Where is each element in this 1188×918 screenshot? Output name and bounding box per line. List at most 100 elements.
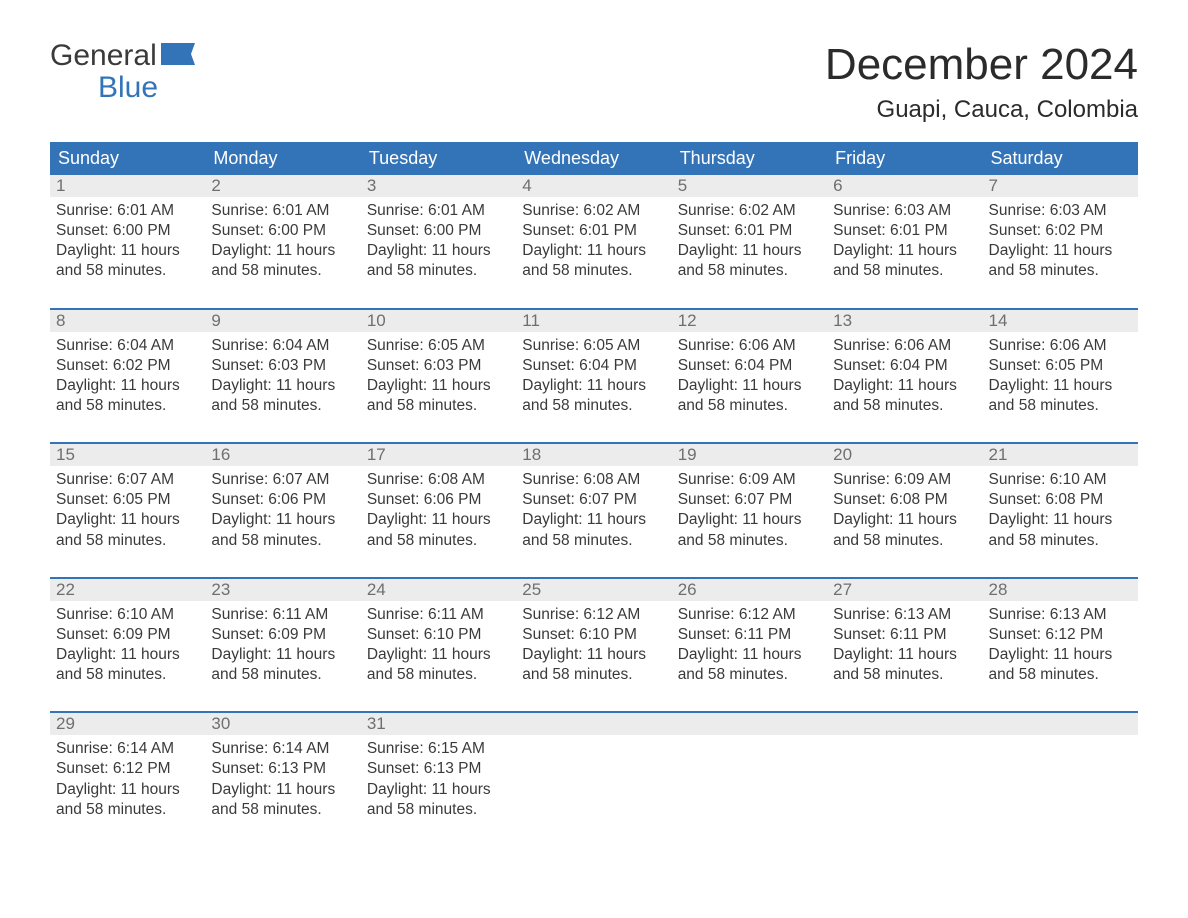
sunrise-text: Sunrise: 6:08 AM — [367, 470, 510, 490]
sunset-text: Sunset: 6:12 PM — [989, 625, 1132, 645]
calendar-table: Sunday Monday Tuesday Wednesday Thursday… — [50, 142, 1138, 826]
sunrise-text: Sunrise: 6:13 AM — [989, 605, 1132, 625]
dl2-text: and 58 minutes. — [522, 396, 665, 416]
day-cell: Sunrise: 6:13 AMSunset: 6:11 PMDaylight:… — [827, 601, 982, 713]
day-number: 15 — [50, 444, 205, 466]
sunset-text: Sunset: 6:10 PM — [367, 625, 510, 645]
dl2-text: and 58 minutes. — [833, 396, 976, 416]
dl2-text: and 58 minutes. — [678, 665, 821, 685]
dl1-text: Daylight: 11 hours — [833, 645, 976, 665]
dl1-text: Daylight: 11 hours — [56, 645, 199, 665]
dl1-text: Daylight: 11 hours — [989, 376, 1132, 396]
sunset-text: Sunset: 6:05 PM — [56, 490, 199, 510]
day-cell: Sunrise: 6:13 AMSunset: 6:12 PMDaylight:… — [983, 601, 1138, 713]
sunset-text: Sunset: 6:01 PM — [833, 221, 976, 241]
dl2-text: and 58 minutes. — [989, 396, 1132, 416]
day-cell: Sunrise: 6:10 AMSunset: 6:09 PMDaylight:… — [50, 601, 205, 713]
sunrise-text: Sunrise: 6:09 AM — [678, 470, 821, 490]
day-number — [983, 713, 1138, 735]
dl1-text: Daylight: 11 hours — [211, 780, 354, 800]
day-cell — [672, 735, 827, 826]
sunrise-text: Sunrise: 6:11 AM — [367, 605, 510, 625]
day-number-row: 1234567 — [50, 175, 1138, 197]
dl2-text: and 58 minutes. — [211, 396, 354, 416]
dl1-text: Daylight: 11 hours — [522, 376, 665, 396]
dl1-text: Daylight: 11 hours — [56, 510, 199, 530]
day-number-row: 891011121314 — [50, 310, 1138, 332]
sunrise-text: Sunrise: 6:02 AM — [678, 201, 821, 221]
logo-text-1: General — [50, 40, 157, 72]
sunset-text: Sunset: 6:08 PM — [989, 490, 1132, 510]
day-number: 23 — [205, 579, 360, 601]
day-info-row: Sunrise: 6:01 AMSunset: 6:00 PMDaylight:… — [50, 197, 1138, 309]
day-number-row: 22232425262728 — [50, 579, 1138, 601]
sunset-text: Sunset: 6:07 PM — [522, 490, 665, 510]
sunrise-text: Sunrise: 6:04 AM — [56, 336, 199, 356]
dl1-text: Daylight: 11 hours — [367, 780, 510, 800]
day-cell: Sunrise: 6:14 AMSunset: 6:12 PMDaylight:… — [50, 735, 205, 826]
day-header: Friday — [827, 142, 982, 175]
day-cell — [827, 735, 982, 826]
dl2-text: and 58 minutes. — [211, 531, 354, 551]
day-cell: Sunrise: 6:14 AMSunset: 6:13 PMDaylight:… — [205, 735, 360, 826]
sunrise-text: Sunrise: 6:06 AM — [678, 336, 821, 356]
day-number: 7 — [983, 175, 1138, 197]
sunset-text: Sunset: 6:01 PM — [522, 221, 665, 241]
day-cell: Sunrise: 6:11 AMSunset: 6:10 PMDaylight:… — [361, 601, 516, 713]
day-cell: Sunrise: 6:04 AMSunset: 6:03 PMDaylight:… — [205, 332, 360, 444]
dl1-text: Daylight: 11 hours — [833, 510, 976, 530]
dl1-text: Daylight: 11 hours — [211, 376, 354, 396]
sunset-text: Sunset: 6:10 PM — [522, 625, 665, 645]
day-number-row: 15161718192021 — [50, 444, 1138, 466]
day-cell: Sunrise: 6:01 AMSunset: 6:00 PMDaylight:… — [205, 197, 360, 309]
day-number: 2 — [205, 175, 360, 197]
dl2-text: and 58 minutes. — [56, 800, 199, 820]
dl1-text: Daylight: 11 hours — [989, 645, 1132, 665]
dl1-text: Daylight: 11 hours — [522, 510, 665, 530]
dl2-text: and 58 minutes. — [367, 665, 510, 685]
sunset-text: Sunset: 6:00 PM — [367, 221, 510, 241]
day-cell: Sunrise: 6:07 AMSunset: 6:05 PMDaylight:… — [50, 466, 205, 578]
day-number: 8 — [50, 310, 205, 332]
dl2-text: and 58 minutes. — [56, 396, 199, 416]
day-cell: Sunrise: 6:02 AMSunset: 6:01 PMDaylight:… — [516, 197, 671, 309]
sunset-text: Sunset: 6:06 PM — [211, 490, 354, 510]
sunrise-text: Sunrise: 6:09 AM — [833, 470, 976, 490]
day-info-row: Sunrise: 6:07 AMSunset: 6:05 PMDaylight:… — [50, 466, 1138, 578]
dl1-text: Daylight: 11 hours — [678, 241, 821, 261]
dl2-text: and 58 minutes. — [833, 665, 976, 685]
dl1-text: Daylight: 11 hours — [211, 241, 354, 261]
sunset-text: Sunset: 6:04 PM — [833, 356, 976, 376]
dl1-text: Daylight: 11 hours — [678, 645, 821, 665]
sunset-text: Sunset: 6:09 PM — [211, 625, 354, 645]
sunrise-text: Sunrise: 6:06 AM — [989, 336, 1132, 356]
dl1-text: Daylight: 11 hours — [211, 510, 354, 530]
dl2-text: and 58 minutes. — [367, 800, 510, 820]
logo: General Blue — [50, 40, 195, 103]
day-cell: Sunrise: 6:02 AMSunset: 6:01 PMDaylight:… — [672, 197, 827, 309]
sunrise-text: Sunrise: 6:12 AM — [522, 605, 665, 625]
title-block: December 2024 Guapi, Cauca, Colombia — [825, 40, 1138, 124]
day-cell: Sunrise: 6:05 AMSunset: 6:04 PMDaylight:… — [516, 332, 671, 444]
dl2-text: and 58 minutes. — [367, 396, 510, 416]
day-number — [827, 713, 982, 735]
dl1-text: Daylight: 11 hours — [678, 376, 821, 396]
sunrise-text: Sunrise: 6:05 AM — [522, 336, 665, 356]
day-number: 13 — [827, 310, 982, 332]
dl2-text: and 58 minutes. — [522, 531, 665, 551]
sunset-text: Sunset: 6:02 PM — [56, 356, 199, 376]
day-cell: Sunrise: 6:06 AMSunset: 6:04 PMDaylight:… — [827, 332, 982, 444]
sunrise-text: Sunrise: 6:04 AM — [211, 336, 354, 356]
day-cell: Sunrise: 6:08 AMSunset: 6:07 PMDaylight:… — [516, 466, 671, 578]
day-number: 27 — [827, 579, 982, 601]
dl2-text: and 58 minutes. — [56, 261, 199, 281]
day-cell: Sunrise: 6:09 AMSunset: 6:08 PMDaylight:… — [827, 466, 982, 578]
sunrise-text: Sunrise: 6:08 AM — [522, 470, 665, 490]
day-cell: Sunrise: 6:07 AMSunset: 6:06 PMDaylight:… — [205, 466, 360, 578]
sunset-text: Sunset: 6:04 PM — [522, 356, 665, 376]
sunset-text: Sunset: 6:00 PM — [211, 221, 354, 241]
sunset-text: Sunset: 6:05 PM — [989, 356, 1132, 376]
day-cell: Sunrise: 6:08 AMSunset: 6:06 PMDaylight:… — [361, 466, 516, 578]
header: General Blue December 2024 Guapi, Cauca,… — [50, 40, 1138, 124]
sunrise-text: Sunrise: 6:14 AM — [211, 739, 354, 759]
